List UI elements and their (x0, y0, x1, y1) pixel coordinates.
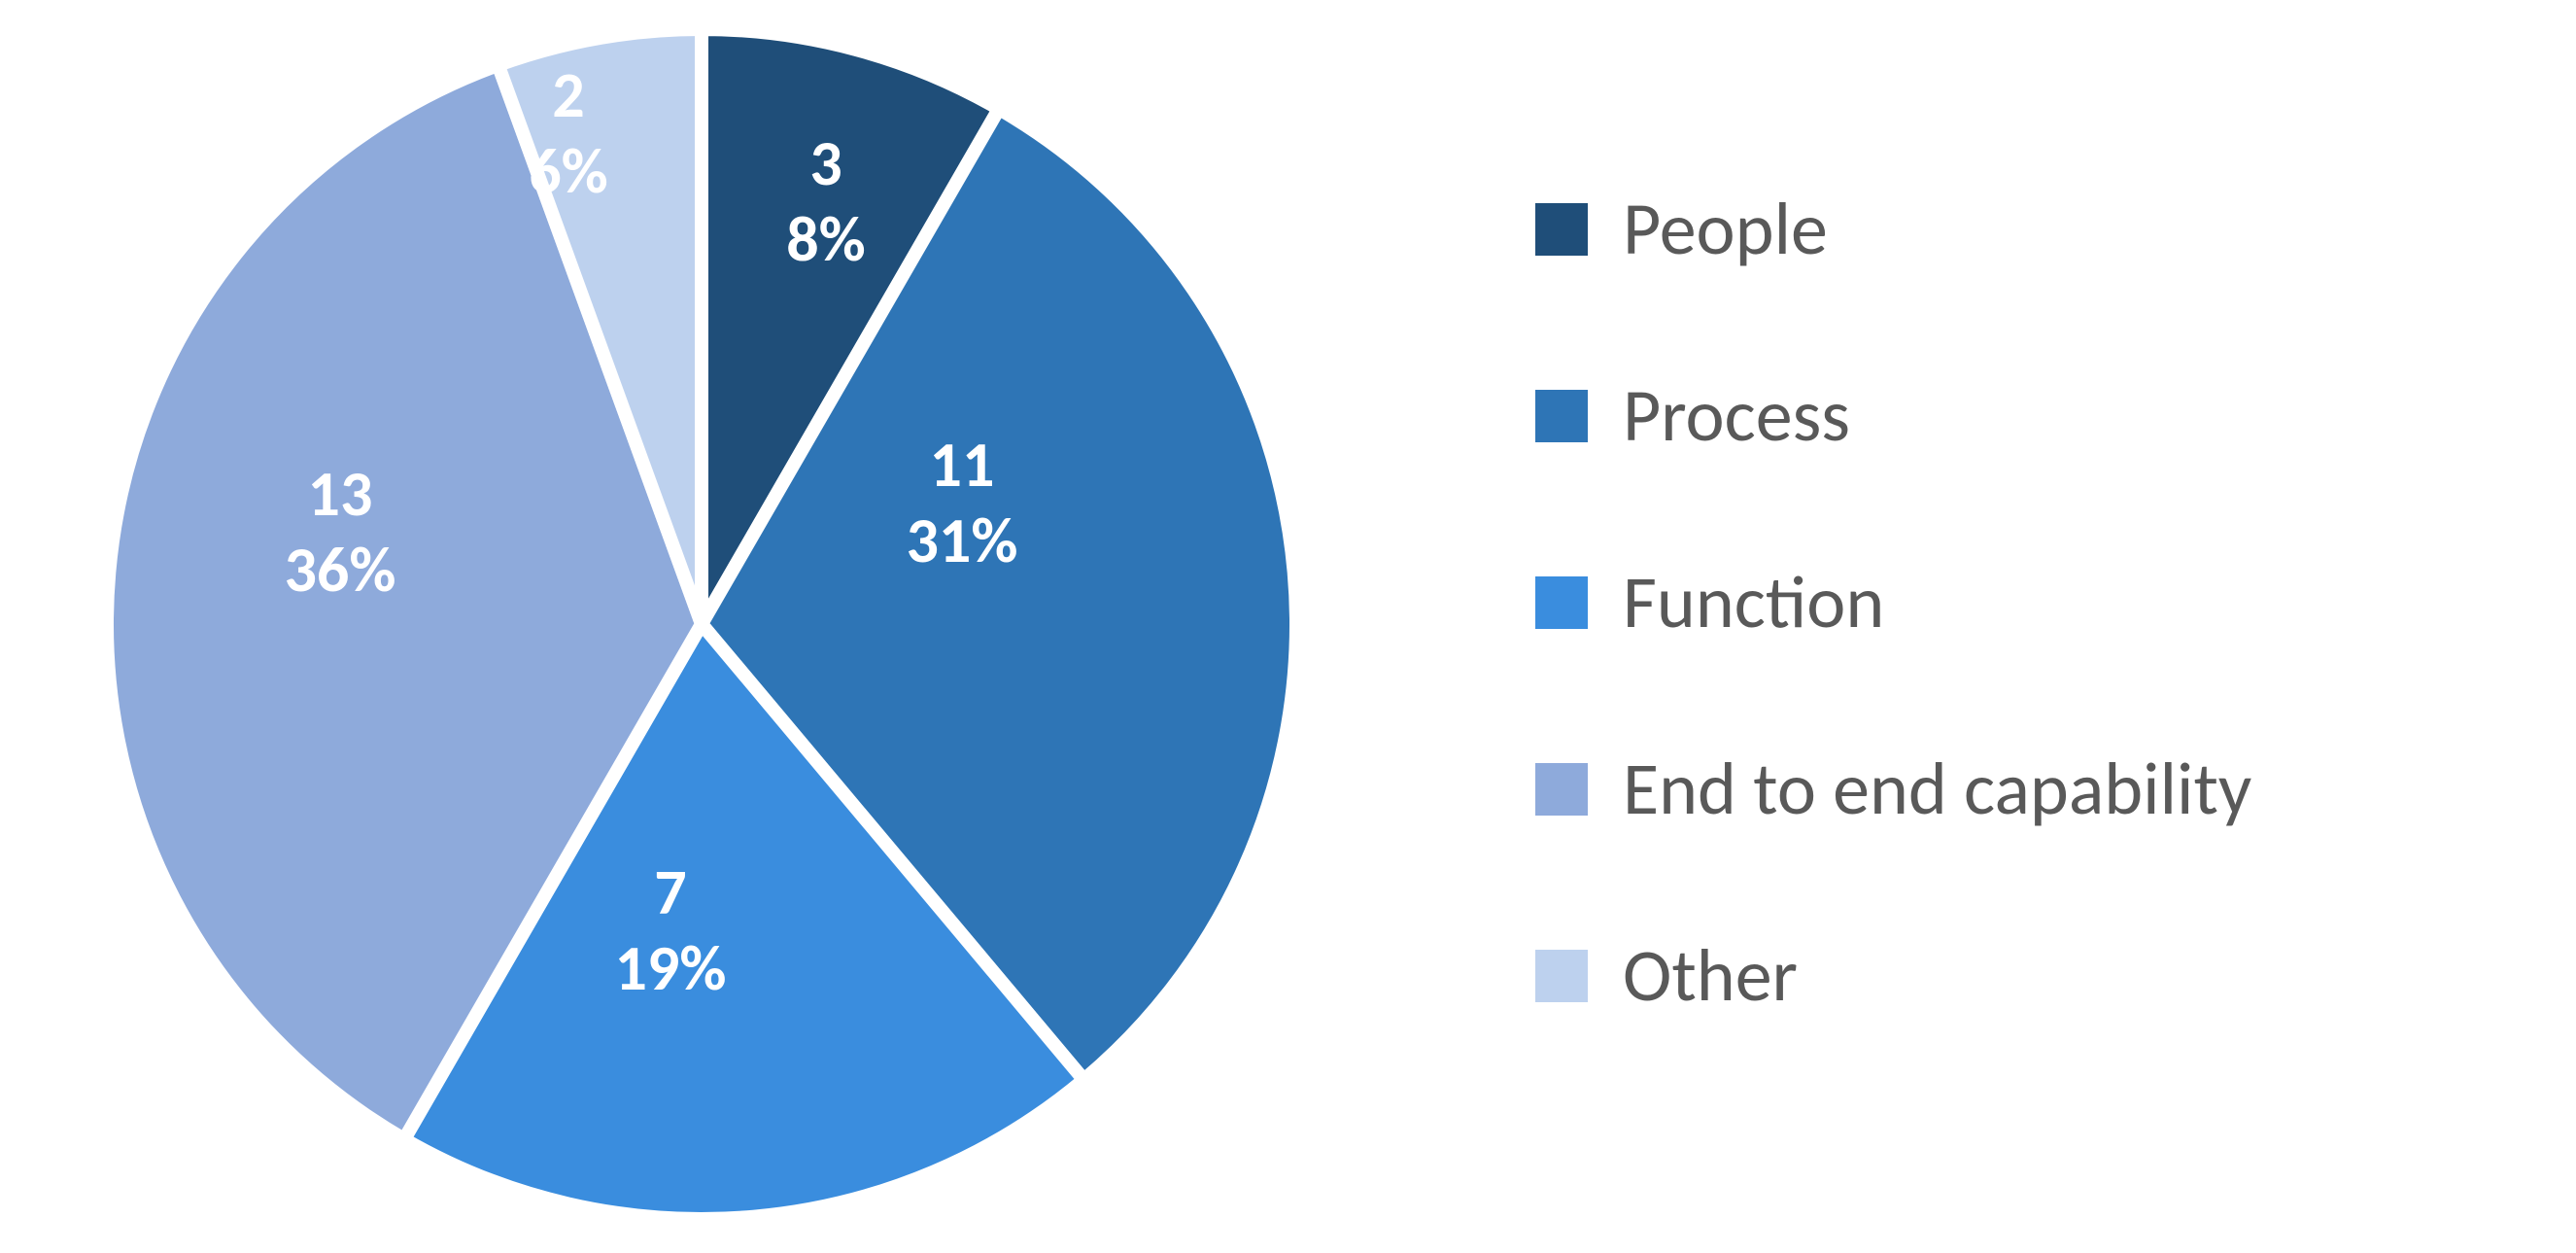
legend-item: Other (1535, 931, 2251, 1021)
slice-percent-label: 19% (614, 928, 726, 1007)
slice-percent-label: 31% (906, 501, 1017, 579)
legend-item: End to end capability (1535, 745, 2251, 834)
legend: People Process Function End to end capabili… (1535, 185, 2251, 1021)
legend-swatch (1535, 203, 1588, 256)
legend-swatch (1535, 390, 1588, 442)
slice-value-label: 3 (809, 123, 841, 202)
legend-item: Process (1535, 371, 2251, 461)
chart-container: 38% 1131% 719% 1336% 26% People Process Functi… (0, 0, 2576, 1248)
legend-label: People (1623, 185, 1828, 274)
legend-label: Function (1623, 558, 1884, 647)
legend-swatch (1535, 576, 1588, 629)
legend-swatch (1535, 950, 1588, 1002)
legend-item: Function (1535, 558, 2251, 647)
slice-value-label: 13 (308, 454, 373, 533)
pie-svg: 38% 1131% 719% 1336% 26% (78, 0, 1325, 1248)
legend-swatch (1535, 763, 1588, 816)
slice-percent-label: 36% (284, 530, 395, 609)
legend-label: Process (1623, 371, 1850, 461)
pie-area: 38% 1131% 719% 1336% 26% (78, 0, 1325, 1248)
legend-label: End to end capability (1623, 745, 2251, 834)
slice-value-label: 11 (930, 425, 995, 504)
slice-percent-label: 8% (786, 199, 866, 278)
slice-value-label: 2 (552, 55, 584, 134)
slice-percent-label: 6% (529, 131, 608, 210)
slice-value-label: 7 (654, 853, 686, 931)
legend-label: Other (1623, 931, 1798, 1021)
legend-item: People (1535, 185, 2251, 274)
